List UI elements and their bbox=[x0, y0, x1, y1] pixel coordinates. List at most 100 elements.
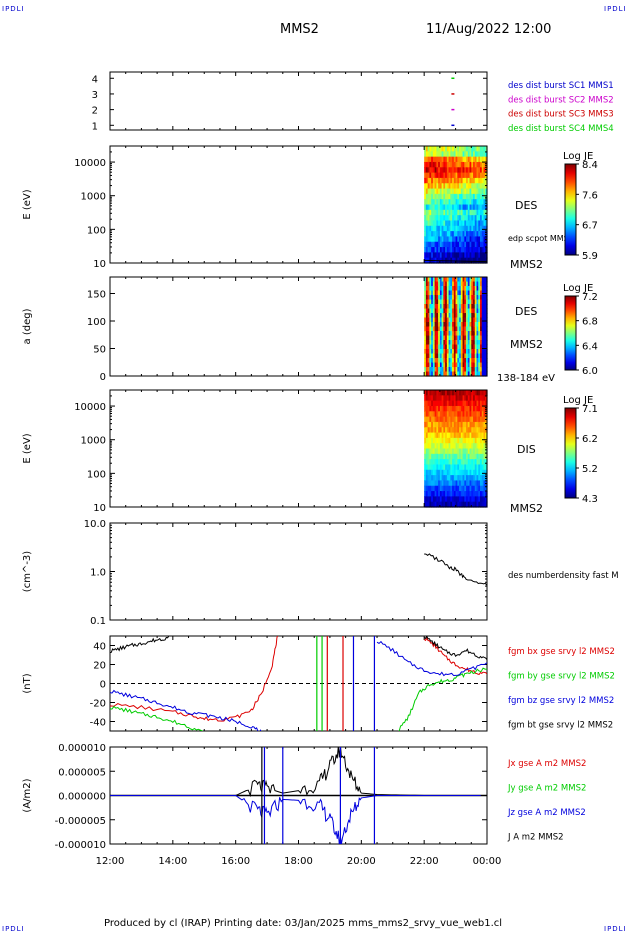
dis-energy-spectrogram-cell bbox=[476, 427, 479, 434]
des-pitch-spectrogram-cell bbox=[448, 295, 451, 301]
dis-energy-spectrogram-cell bbox=[453, 395, 457, 402]
dis-energy-spectrogram-cell bbox=[452, 469, 455, 476]
des-pitch-spectrogram-cell bbox=[445, 299, 448, 305]
dis-energy-spectrogram-cell bbox=[469, 459, 472, 466]
dis-energy-spectrogram-cell bbox=[466, 395, 469, 402]
dis-energy-spectrogram-cell bbox=[481, 469, 485, 476]
des-energy-spectrogram-cell bbox=[450, 183, 453, 190]
des-pitch-spectrogram-cell bbox=[471, 344, 474, 350]
des-pitch-spectrogram-cell bbox=[448, 371, 451, 377]
dis-energy-spectrogram-cell bbox=[453, 427, 457, 434]
dis-energy-spectrogram-cell bbox=[446, 427, 450, 434]
dis-energy-spectrogram-cell bbox=[464, 480, 467, 487]
des-pitch-spectrogram-cell bbox=[476, 290, 479, 296]
dis-energy-spectrogram-cell bbox=[450, 480, 453, 487]
des-energy-spectrogram-cell bbox=[446, 151, 450, 158]
des-energy-spectrogram-cell bbox=[445, 199, 448, 206]
des-energy-spectrogram-cell bbox=[436, 177, 439, 184]
des-pitch-spectrogram-cell bbox=[432, 313, 436, 319]
dis-energy-spectrogram-cell bbox=[469, 480, 472, 487]
corner-label-bottom-right: IPDLI bbox=[604, 925, 627, 933]
dis-energy-spectrogram-cell bbox=[441, 501, 444, 508]
des-energy-spectrogram-cell bbox=[473, 156, 476, 163]
dis-energy-spectrogram-cell bbox=[443, 448, 446, 455]
dis-energy-spectrogram-cell bbox=[480, 469, 483, 476]
des-energy-spectrogram-cell bbox=[460, 177, 464, 184]
des-energy-spectrogram-cell bbox=[476, 204, 479, 211]
dis-energy-spectrogram-cell bbox=[464, 464, 467, 471]
des-pitch-spectrogram-cell bbox=[457, 371, 460, 377]
des-pitch-spectrogram-cell bbox=[467, 304, 471, 310]
des-energy-spectrogram-cell bbox=[480, 231, 483, 238]
des-pitch-spectrogram-cell bbox=[485, 322, 488, 328]
des-energy-spectrogram-cell bbox=[464, 225, 467, 232]
des-energy-spectrogram-cell bbox=[473, 199, 476, 206]
des-pitch-spectrogram-cell bbox=[441, 277, 444, 283]
dis-energy-spectrogram-cell bbox=[455, 491, 458, 497]
des-pitch-spectrogram-cell bbox=[455, 286, 458, 292]
dis-energy-spectrogram-cell bbox=[459, 421, 462, 428]
des-energy-spectrogram-cell bbox=[443, 247, 446, 253]
des-energy-spectrogram-cell bbox=[439, 172, 443, 179]
des-pitch-spectrogram-cell bbox=[473, 281, 476, 287]
dis-energy-spectrogram-cell bbox=[438, 405, 441, 412]
des-pitch-spectrogram-cell bbox=[427, 344, 431, 350]
des-energy-spectrogram-cell bbox=[485, 231, 488, 238]
des-energy-spectrogram-cell bbox=[474, 204, 478, 211]
des-pitch-spectrogram-cell bbox=[464, 277, 467, 283]
dis-energy-spectrogram-cell bbox=[424, 501, 427, 508]
des-energy-spectrogram-cell bbox=[473, 204, 476, 211]
des-energy-spectrogram-cell bbox=[483, 156, 486, 163]
des-energy-spectrogram-cell bbox=[434, 225, 437, 232]
des-pitch-spectrogram-cell bbox=[478, 277, 481, 283]
dis-energy-spectrogram-cell bbox=[436, 501, 439, 508]
dis-energy-spectrogram-cell bbox=[466, 443, 469, 450]
dis-energy-spectrogram-cell bbox=[450, 448, 453, 455]
des-pitch-spectrogram-cell bbox=[448, 326, 451, 332]
des-energy-spectrogram-cell bbox=[424, 247, 427, 253]
des-pitch-spectrogram-cell bbox=[429, 367, 432, 373]
des-pitch-spectrogram-cell bbox=[427, 286, 431, 292]
dis-energy-spectrogram-cell bbox=[446, 443, 450, 450]
des-pitch-spectrogram-cell bbox=[425, 353, 429, 359]
des-pitch-spectrogram-cell bbox=[481, 326, 485, 332]
dis-energy-spectrogram-cell bbox=[455, 405, 458, 412]
des-energy-spectrogram-cell bbox=[460, 204, 464, 211]
des-pitch-spectrogram-cell bbox=[455, 353, 458, 359]
des-pitch-spectrogram-cell bbox=[443, 317, 446, 323]
des-energy-spectrogram-cell bbox=[427, 156, 431, 163]
des-energy-spectrogram-cell bbox=[441, 247, 444, 253]
des-energy-spectrogram-cell bbox=[424, 172, 427, 179]
dis-energy-spectrogram-cell bbox=[441, 491, 444, 497]
dis-energy-spectrogram-cell bbox=[453, 480, 457, 487]
dis-energy-spectrogram-cell bbox=[441, 475, 444, 482]
dis-energy-spectrogram-cell bbox=[455, 437, 458, 444]
dis-energy-spectrogram-cell bbox=[471, 491, 474, 497]
des-energy-spectrogram-cell bbox=[450, 247, 453, 253]
dis-energy-spectrogram-cell bbox=[462, 469, 465, 476]
des-pitch-spectrogram-cell bbox=[439, 295, 443, 301]
dis-energy-spectrogram-cell bbox=[474, 432, 478, 439]
des-pitch-spectrogram-cell bbox=[459, 326, 462, 332]
des-pitch-spectrogram-cell bbox=[478, 281, 481, 287]
des-energy-spectrogram-cell bbox=[476, 252, 479, 259]
des-pitch-spectrogram-cell bbox=[431, 313, 434, 319]
dis-energy-spectrogram-cell bbox=[483, 416, 486, 423]
dis-energy-spectrogram-cell bbox=[480, 432, 483, 439]
des-pitch-spectrogram-cell bbox=[480, 322, 483, 328]
des-energy-spectrogram-cell bbox=[434, 183, 437, 190]
des-energy-spectrogram-cell bbox=[474, 220, 478, 227]
dis-energy-spectrogram-cell bbox=[473, 496, 476, 503]
fgm-legend-2: fgm by gse srvy l2 MMS2 bbox=[508, 672, 615, 682]
des-energy-spectrogram-cell bbox=[424, 204, 427, 211]
dis-energy-spectrogram-cell bbox=[452, 395, 455, 402]
des-pitch-spectrogram-cell bbox=[455, 322, 458, 328]
des-pitch-spectrogram-cell bbox=[450, 362, 453, 368]
des-energy-spectrogram-cell bbox=[483, 241, 486, 248]
des-energy-spectrogram-cell bbox=[466, 177, 469, 184]
des-pitch-spectrogram-cell bbox=[471, 299, 474, 305]
dis-energy-spectrogram-cell bbox=[446, 475, 450, 482]
des-energy-spectrogram-cell bbox=[464, 215, 467, 222]
des-pitch-spectrogram-cell bbox=[481, 281, 485, 287]
dis-energy-spectrogram-cell bbox=[478, 427, 481, 434]
